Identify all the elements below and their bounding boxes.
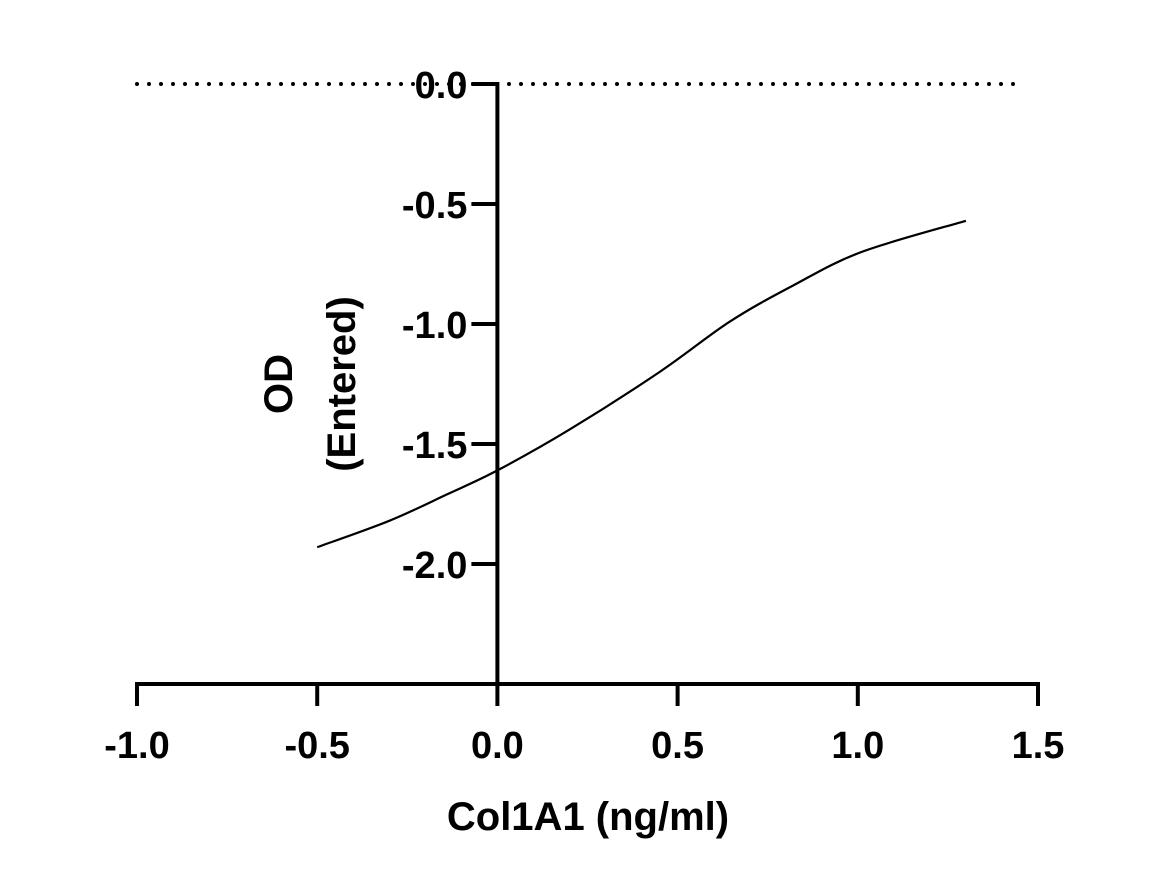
y-tick-label: -2.0	[402, 545, 467, 587]
x-tick-label: 0.0	[471, 725, 524, 767]
y-axis-ticks: 0.0 -0.5 -1.0 -1.5 -2.0	[402, 65, 498, 587]
x-tick-label: 0.5	[651, 725, 704, 767]
axes	[135, 82, 1040, 686]
x-axis-ticks: -1.0 -0.5 0.0 0.5 1.0 1.5	[104, 684, 1064, 767]
y-axis-label-line2: (Entered)	[320, 296, 364, 472]
x-tick-label: 1.0	[831, 725, 884, 767]
x-axis-label: Col1A1 (ng/ml)	[447, 795, 729, 839]
y-tick-label: 0.0	[415, 65, 468, 107]
y-tick-label: -0.5	[402, 185, 467, 227]
x-tick-label: -0.5	[284, 725, 349, 767]
fitted-curve	[316, 219, 967, 549]
x-tick-label: -1.0	[104, 725, 169, 767]
y-axis-label-line1: OD	[257, 354, 301, 414]
x-tick-label: 1.5	[1012, 725, 1065, 767]
y-tick-label: -1.5	[402, 425, 467, 467]
y-tick-label: -1.0	[402, 305, 467, 347]
